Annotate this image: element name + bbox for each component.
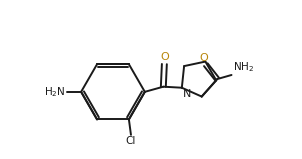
- Text: O: O: [200, 53, 209, 63]
- Text: N: N: [183, 89, 191, 99]
- Text: H$_2$N: H$_2$N: [44, 85, 66, 99]
- Text: O: O: [160, 52, 169, 62]
- Text: NH$_2$: NH$_2$: [233, 60, 254, 74]
- Text: Cl: Cl: [126, 136, 136, 146]
